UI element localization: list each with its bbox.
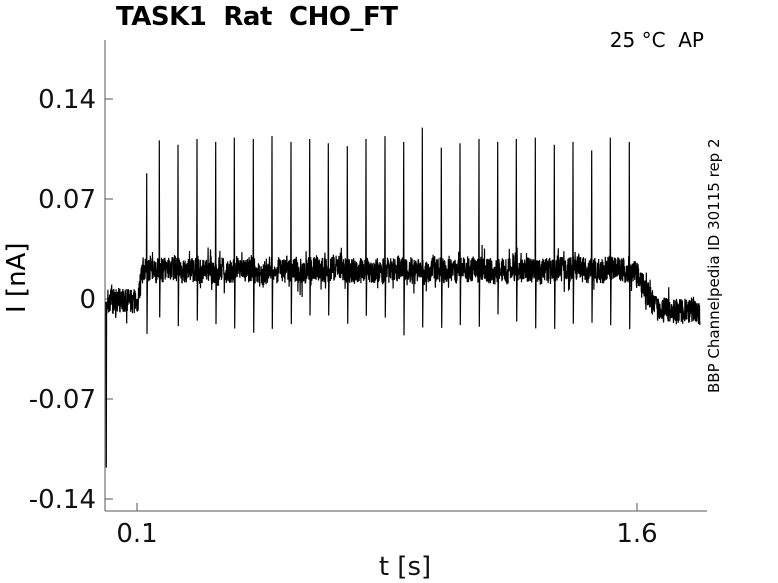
y-tick-label: 0.07 [38, 185, 96, 215]
x-tick-label: 0.1 [116, 519, 157, 549]
y-tick-label: 0 [79, 285, 96, 315]
chart-title: TASK1 Rat CHO_FT [116, 2, 398, 32]
y-tick-label: -0.07 [29, 385, 96, 415]
axis-tick-labels: 0.14 0.07 0 -0.07 -0.14 0.1 1.6 [29, 85, 658, 549]
axis-tick-marks [105, 98, 638, 511]
x-axis-label: t [s] [379, 552, 431, 582]
axes-spines [104, 40, 707, 512]
temperature-protocol-annotation: 25 °C AP [609, 28, 704, 52]
y-tick-label: 0.14 [38, 85, 96, 115]
current-trace [105, 127, 701, 468]
x-tick-label: 1.6 [616, 519, 657, 549]
y-tick-label: -0.14 [29, 485, 96, 515]
